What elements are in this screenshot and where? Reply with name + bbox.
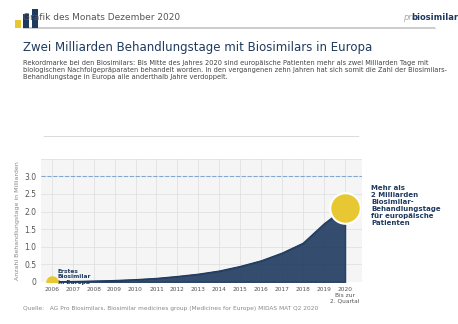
Text: pro: pro: [403, 13, 417, 22]
Y-axis label: Anzahl Behandlungstage in Milliarden: Anzahl Behandlungstage in Milliarden: [15, 161, 20, 280]
Text: Zwei Milliarden Behandlungstage mit Biosimilars in Europa: Zwei Milliarden Behandlungstage mit Bios…: [23, 40, 372, 53]
Text: biosimilars: biosimilars: [411, 13, 458, 22]
Bar: [32, 9, 38, 28]
Text: Rekordmarke bei den Biosimilars: Bis Mitte des Jahres 2020 sind europäische Pati: Rekordmarke bei den Biosimilars: Bis Mit…: [23, 60, 447, 80]
Text: Quelle:   AG Pro Biosimilars, Biosimilar medicines group (Medicines for Europe) : Quelle: AG Pro Biosimilars, Biosimilar m…: [23, 306, 318, 311]
Text: Grafik des Monats Dezember 2020: Grafik des Monats Dezember 2020: [23, 13, 180, 22]
Bar: [23, 14, 29, 28]
Text: Mehr als
2 Milliarden
Biosimilar-
Behandlungstage
für europäische
Patienten: Mehr als 2 Milliarden Biosimilar- Behand…: [371, 185, 441, 226]
Text: Erstes
Biosimilar
in Europa: Erstes Biosimilar in Europa: [58, 269, 92, 285]
Bar: [15, 20, 21, 28]
